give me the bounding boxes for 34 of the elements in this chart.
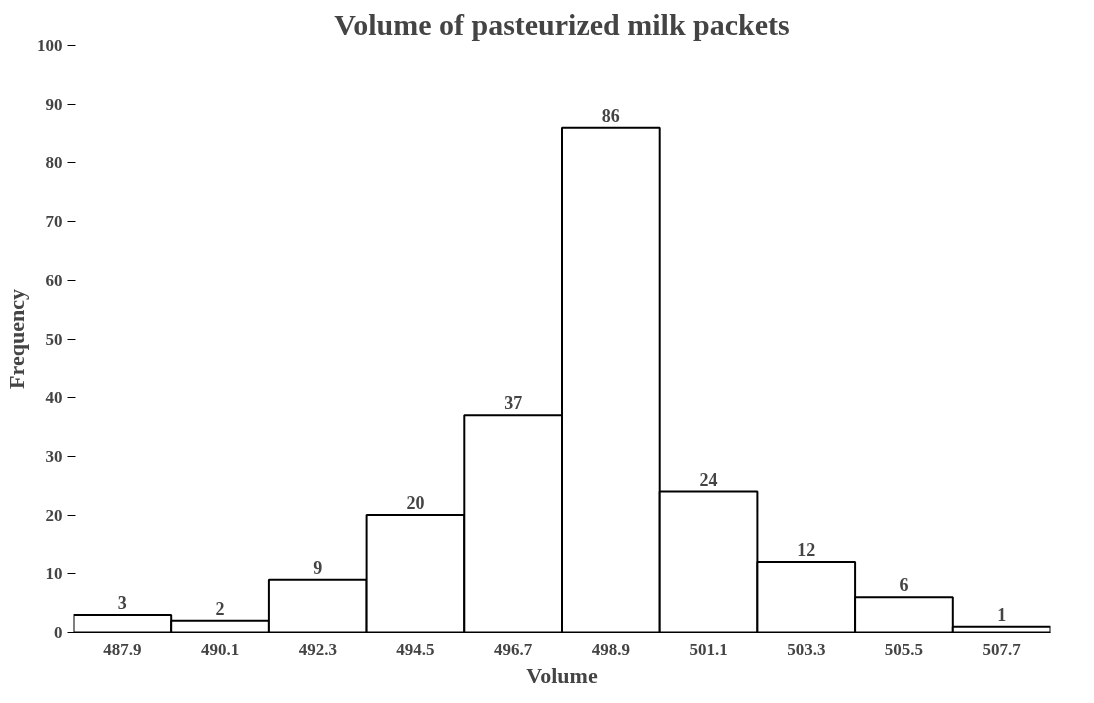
y-tick-label: 30 — [45, 446, 63, 466]
x-tick-label: 503.3 — [787, 639, 826, 659]
data-label: 37 — [504, 393, 523, 414]
x-tick-label: 487.9 — [103, 639, 142, 659]
y-tick-label: 50 — [45, 329, 63, 349]
x-tick-label: 501.1 — [689, 639, 728, 659]
y-tick-label: 10 — [45, 564, 63, 584]
chart-title: Volume of pasteurized milk packets — [334, 7, 790, 41]
y-tick-label: 70 — [45, 212, 63, 232]
x-axis-title: Volume — [526, 662, 598, 688]
x-tick-label: 494.5 — [396, 639, 435, 659]
x-tick-label: 490.1 — [200, 639, 240, 659]
x-tick-label: 496.7 — [494, 639, 533, 659]
x-tick-label: 492.3 — [298, 639, 337, 659]
data-label: 12 — [797, 540, 816, 561]
data-label: 2 — [215, 598, 225, 619]
data-label: 20 — [406, 493, 425, 514]
data-label: 9 — [313, 557, 323, 578]
data-label: 6 — [899, 575, 909, 596]
y-tick-label: 20 — [45, 505, 63, 525]
data-label: 24 — [699, 469, 718, 490]
y-tick-label: 0 — [54, 623, 63, 642]
data-label: 1 — [997, 604, 1007, 625]
x-tick-label: 505.5 — [884, 639, 924, 659]
y-tick-label: 90 — [45, 94, 63, 114]
y-tick-label: 40 — [45, 388, 63, 408]
y-tick-label: 80 — [45, 153, 63, 173]
x-tick-label: 498.9 — [591, 639, 630, 659]
y-tick-label: 60 — [45, 270, 63, 290]
data-label: 3 — [117, 592, 127, 613]
y-tick-label: 100 — [37, 36, 63, 55]
y-axis-title: Frequency — [4, 289, 29, 389]
x-tick-label: 507.7 — [982, 639, 1022, 659]
data-label: 86 — [601, 105, 620, 126]
